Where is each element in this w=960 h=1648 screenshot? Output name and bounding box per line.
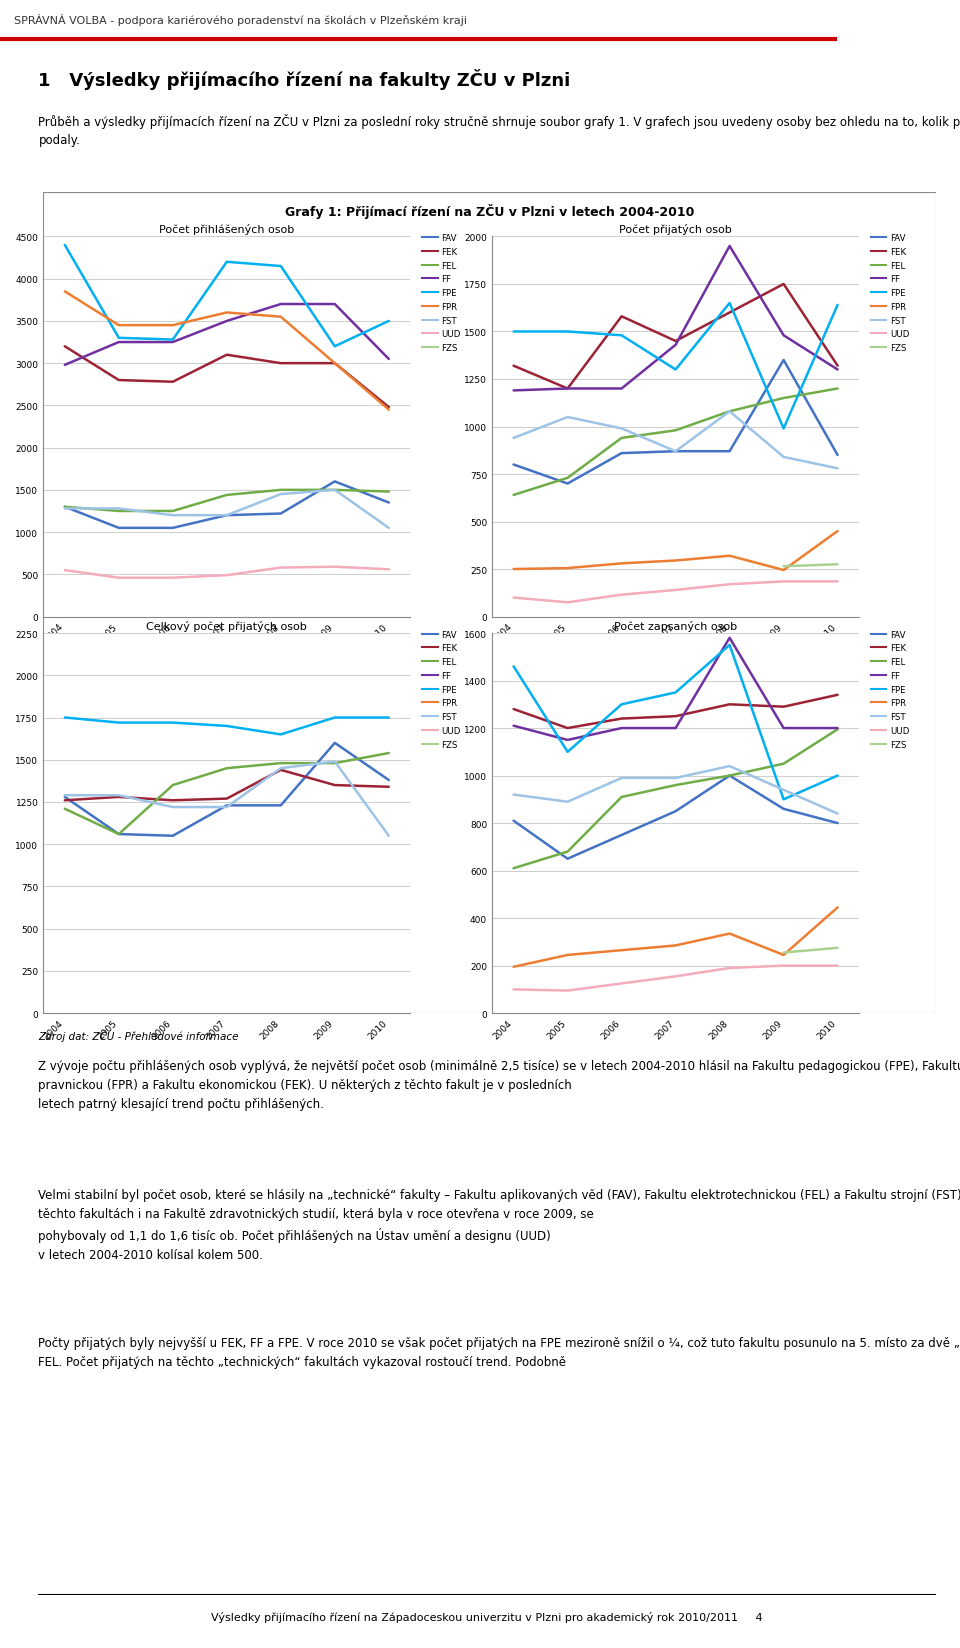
Text: Velmi stabilní byl počet osob, které se hlásily na „technické“ fakulty – Fakultu: Velmi stabilní byl počet osob, které se … bbox=[38, 1188, 960, 1261]
Text: Zdroj dat: ZČU - Přehledové informace: Zdroj dat: ZČU - Přehledové informace bbox=[38, 1028, 239, 1042]
Text: Počty přijatých byly nejvyšší u FEK, FF a FPE. V roce 2010 se však počet přijatý: Počty přijatých byly nejvyšší u FEK, FF … bbox=[38, 1337, 960, 1368]
Text: Výsledky přijímacího řízení na Západoceskou univerzitu v Plzni pro akademický ro: Výsledky přijímacího řízení na Západoces… bbox=[211, 1612, 763, 1622]
Title: Počet přijatých osob: Počet přijatých osob bbox=[619, 224, 732, 236]
Legend: FAV, FEK, FEL, FF, FPE, FPR, FST, UUD, FZS: FAV, FEK, FEL, FF, FPE, FPR, FST, UUD, F… bbox=[871, 631, 909, 750]
Text: Průběh a výsledky přijímacích řízení na ZČU v Plzni za poslední roky stručně shr: Průběh a výsledky přijímacích řízení na … bbox=[38, 114, 960, 147]
Legend: FAV, FEK, FEL, FF, FPE, FPR, FST, UUD, FZS: FAV, FEK, FEL, FF, FPE, FPR, FST, UUD, F… bbox=[422, 234, 461, 353]
Text: SPRÁVNÁ VOLBA - podpora kariérového poradenství na školách v Plzeňském kraji: SPRÁVNÁ VOLBA - podpora kariérového pora… bbox=[14, 13, 468, 26]
Text: Z vývoje počtu přihlášených osob vyplývá, že největší počet osob (minimálně 2,5 : Z vývoje počtu přihlášených osob vyplývá… bbox=[38, 1060, 960, 1111]
Text: Grafy 1: Přijímací řízení na ZČU v Plzni v letech 2004-2010: Grafy 1: Přijímací řízení na ZČU v Plzni… bbox=[285, 203, 694, 219]
Legend: FAV, FEK, FEL, FF, FPE, FPR, FST, UUD, FZS: FAV, FEK, FEL, FF, FPE, FPR, FST, UUD, F… bbox=[871, 234, 909, 353]
Text: 1   Výsledky přijímacího řízení na fakulty ZČU v Plzni: 1 Výsledky přijímacího řízení na fakulty… bbox=[38, 69, 570, 91]
Title: Počet zapsaných osob: Počet zapsaných osob bbox=[614, 621, 737, 631]
Title: Celkový počet přijatých osob: Celkový počet přijatých osob bbox=[147, 621, 307, 631]
Legend: FAV, FEK, FEL, FF, FPE, FPR, FST, UUD, FZS: FAV, FEK, FEL, FF, FPE, FPR, FST, UUD, F… bbox=[422, 631, 461, 750]
Title: Počet přihlášených osob: Počet přihlášených osob bbox=[159, 224, 295, 236]
